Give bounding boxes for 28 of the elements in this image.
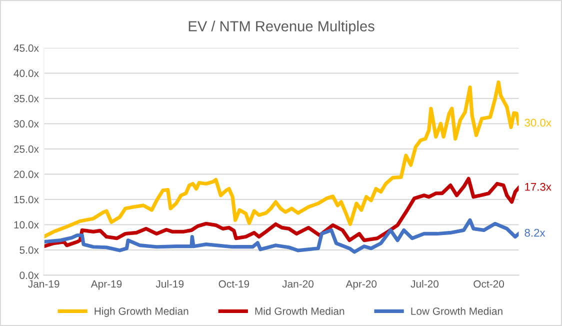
y-tick-label: 30.0x — [14, 120, 39, 128]
y-tick-label: 45.0x — [14, 44, 39, 52]
annotation: 8.2x — [524, 228, 546, 237]
y-tick-label: 25.0x — [14, 145, 39, 153]
line-series — [44, 80, 519, 239]
legend-label: High Growth Median — [94, 307, 188, 317]
chart-title: EV / NTM Revenue Multiples — [188, 20, 374, 34]
annotation: 30.0x — [524, 118, 552, 127]
legend-label: Mid Growth Median — [255, 307, 344, 315]
y-tick-label: 10.0x — [14, 221, 39, 229]
x-tick-label: Apr-19 — [90, 280, 122, 290]
x-tick-label: Jan-20 — [282, 280, 314, 288]
y-tick-label: 35.0x — [14, 94, 39, 102]
line-series — [44, 176, 519, 248]
y-tick-label: 20.0x — [14, 170, 39, 178]
x-tick-label: Jul-20 — [410, 280, 438, 288]
y-tick-label: 15.0x — [14, 196, 39, 204]
x-tick-label: Jul-19 — [156, 280, 184, 288]
x-tick-label: Apr-20 — [346, 280, 377, 290]
x-tick-label: Oct-19 — [218, 280, 250, 288]
line-series — [44, 218, 519, 254]
y-tick-label: 40.0x — [14, 70, 39, 78]
y-tick-label: 5.0x — [20, 246, 39, 254]
y-tick-label: 0.0x — [20, 272, 39, 280]
legend-label: Low Growth Median — [411, 307, 502, 315]
x-tick-label: Jan-19 — [28, 280, 60, 288]
x-tick-label: Oct-20 — [474, 280, 504, 288]
annotation: 17.3x — [525, 182, 552, 191]
